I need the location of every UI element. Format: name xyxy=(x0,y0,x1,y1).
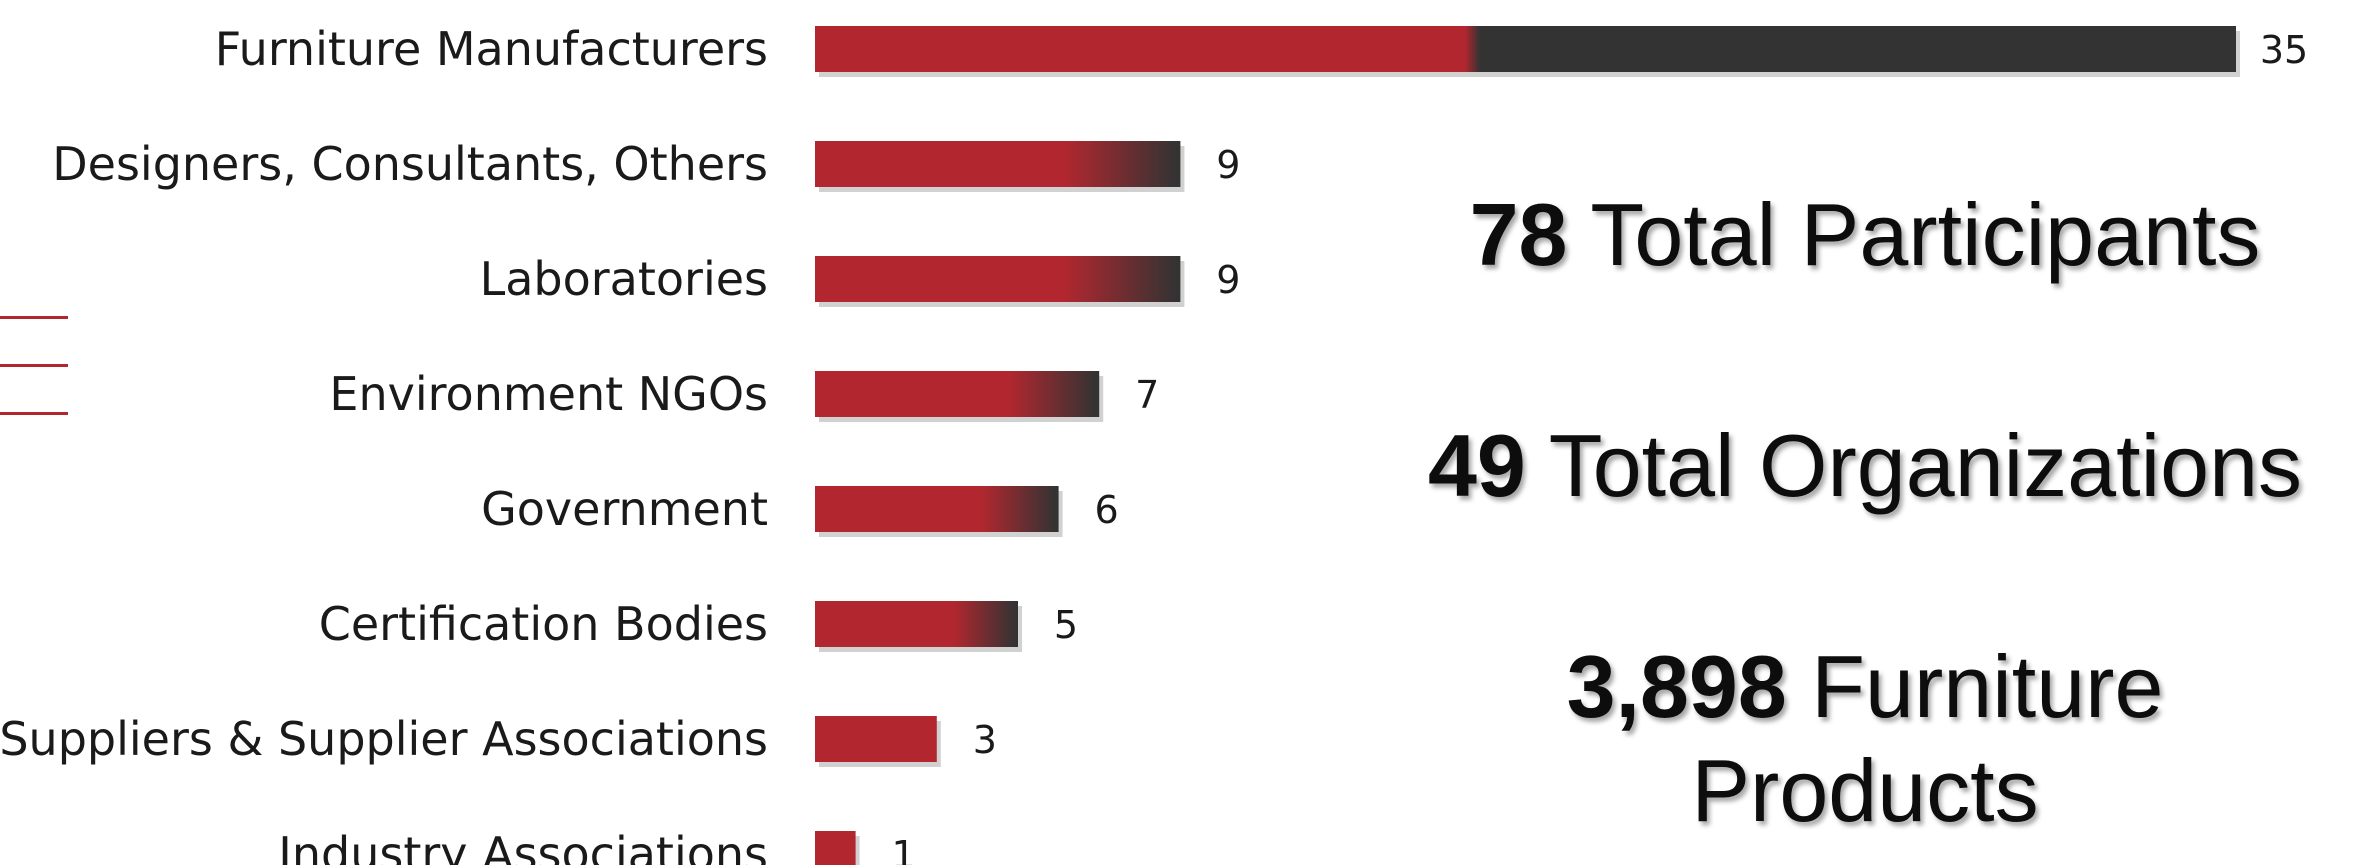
bar xyxy=(815,26,2236,72)
stat-products-number: 3,898 xyxy=(1566,637,1787,736)
stat-participants-label: Total Participants xyxy=(1590,185,2261,284)
decorative-line xyxy=(0,412,68,415)
value-label: 3 xyxy=(973,718,997,762)
value-label: 9 xyxy=(1216,258,1240,302)
category-label: Laboratories xyxy=(480,252,768,306)
bar xyxy=(815,716,937,762)
stat-participants-number: 78 xyxy=(1469,185,1568,284)
decorative-line xyxy=(0,316,68,319)
category-label: Furniture Manufacturers xyxy=(215,22,768,76)
value-label: 7 xyxy=(1135,373,1159,417)
value-label: 6 xyxy=(1095,488,1119,532)
category-label: Suppliers & Supplier Associations xyxy=(0,712,768,766)
summary-stats: 78 Total Participants 49 Total Organizat… xyxy=(1390,0,2340,865)
bar xyxy=(815,371,1100,417)
stat-products-label-line2: Products xyxy=(1691,741,2039,840)
bar xyxy=(815,256,1181,302)
stat-products-label: Furniture xyxy=(1811,637,2164,736)
decorative-line xyxy=(0,364,68,367)
value-label: 1 xyxy=(892,833,916,865)
value-label: 9 xyxy=(1216,143,1240,187)
stat-organizations-number: 49 xyxy=(1427,416,1526,515)
value-label: 5 xyxy=(1054,603,1078,647)
category-label: Environment NGOs xyxy=(329,367,768,421)
category-label: Government xyxy=(481,482,768,536)
bar xyxy=(815,486,1059,532)
category-label: Designers, Consultants, Others xyxy=(52,137,768,191)
stat-participants: 78 Total Participants xyxy=(1390,183,2340,287)
category-label: Industry Associations xyxy=(278,827,768,865)
stat-products: 3,898 Furniture Products xyxy=(1390,635,2340,843)
value-label: 35 xyxy=(2260,28,2308,72)
category-label: Certification Bodies xyxy=(319,597,768,651)
bar xyxy=(815,831,856,865)
stat-organizations: 49 Total Organizations xyxy=(1390,414,2340,518)
bar xyxy=(815,601,1018,647)
stat-organizations-label: Total Organizations xyxy=(1548,416,2303,515)
bar xyxy=(815,141,1181,187)
